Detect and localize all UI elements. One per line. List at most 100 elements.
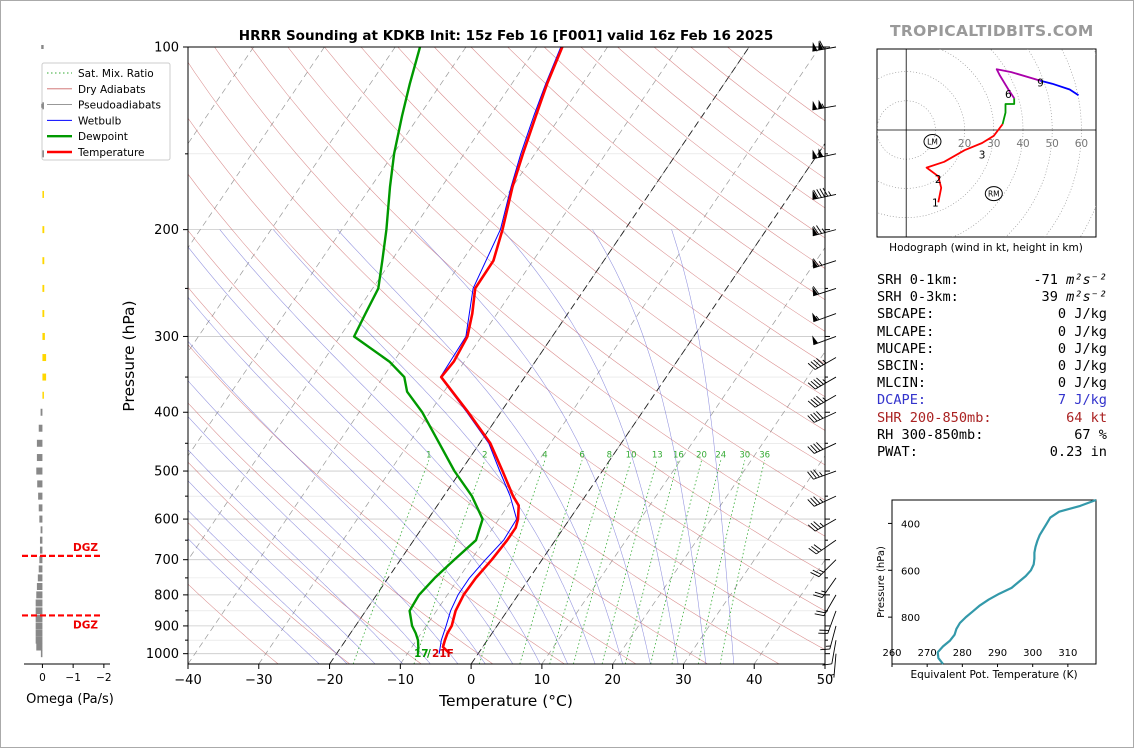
- dry-adiabat: [188, 61, 825, 612]
- index-unit: m²s⁻²: [1057, 289, 1107, 306]
- theta-e-tick-label: 270: [918, 648, 937, 659]
- barb-flag: [810, 361, 819, 369]
- barb-flag: [808, 547, 817, 555]
- barb-half-flag: [822, 379, 827, 384]
- barb-flag: [814, 591, 825, 596]
- wind-barb: [812, 312, 837, 323]
- dry-adiabat: [188, 461, 422, 664]
- wind-barb: [807, 495, 837, 507]
- pseudoadiabat: [413, 229, 651, 664]
- omega-bar: [42, 257, 45, 265]
- index-value: 0 J/kg: [1057, 340, 1107, 357]
- dry-adiabat: [214, 47, 825, 574]
- legend-item: Pseudoadiabats: [78, 100, 161, 112]
- omega-bar: [41, 103, 44, 108]
- chart-title: HRRR Sounding at KDKB Init: 15z Feb 16 […: [239, 28, 773, 44]
- barb-flag: [813, 544, 822, 551]
- mixing-ratio-line: [352, 460, 430, 664]
- barb-flag: [816, 395, 824, 403]
- index-label: RH 300-850mb:: [877, 426, 984, 443]
- pseudoadiabat: [188, 480, 376, 664]
- barb-pennant: [812, 312, 819, 322]
- mixing-ratio-line: [573, 460, 632, 664]
- pseudoadiabat: [188, 296, 514, 664]
- hodograph-height-label: 2: [935, 174, 942, 186]
- omega-bar: [35, 607, 43, 615]
- barb-staff: [816, 539, 837, 555]
- barb-half-flag: [828, 191, 832, 196]
- index-label: MLCIN:: [877, 375, 927, 392]
- dry-adiabat: [188, 230, 708, 664]
- theta-e-tick-label: 290: [988, 648, 1007, 659]
- barb-flag: [820, 648, 830, 651]
- omega-bar: [36, 467, 43, 475]
- theta-e-tick-label: 260: [882, 648, 901, 659]
- wind-barb: [807, 357, 837, 370]
- wetbulb-line: [438, 47, 562, 654]
- pressure-tick-label: 900: [154, 619, 179, 634]
- wind-barb: [812, 148, 837, 160]
- barb-flag: [816, 225, 823, 234]
- omega-tick-label: −1: [65, 672, 80, 684]
- mixing-ratio-label: 24: [715, 450, 726, 460]
- barb-half-flag: [821, 228, 826, 233]
- isotherm: [683, 455, 825, 664]
- barb-pennant: [812, 226, 818, 236]
- mixing-ratio-line: [671, 460, 722, 664]
- mixing-ratio-line: [697, 460, 746, 664]
- wind-barbs: [807, 40, 837, 678]
- surface-label-separator: /: [427, 648, 431, 660]
- barb-staff: [818, 559, 837, 577]
- mixing-ratio-label: 1: [426, 450, 431, 460]
- index-row: SBCIN: 0 J/kg: [877, 358, 1107, 375]
- mixing-ratio-label: 20: [696, 450, 707, 460]
- hodograph-segment: [995, 68, 1041, 99]
- barb-flag: [813, 443, 821, 452]
- theta-e-ylabel: Pressure (hPa): [876, 546, 887, 618]
- dry-adiabat: [360, 47, 825, 431]
- pressure-tick-label: 600: [154, 513, 179, 528]
- skewt-profiles: [352, 47, 564, 655]
- hodograph-height-label: 6: [1005, 89, 1012, 101]
- theta-e-ytick-label: 600: [901, 566, 920, 577]
- barb-half-flag: [822, 359, 827, 364]
- barb-flag: [807, 471, 814, 480]
- barb-staff: [813, 313, 837, 323]
- temperature-tick-label: 30: [675, 673, 692, 688]
- hodograph-segment: [925, 123, 1004, 203]
- barb-staff: [814, 394, 837, 408]
- temperature-tick-label: 10: [534, 673, 551, 688]
- index-row: RH 300-850mb: 67 %: [877, 427, 1107, 444]
- wind-barb: [807, 442, 837, 454]
- hodograph-segment: [1001, 98, 1016, 125]
- barb-pennant: [818, 40, 824, 51]
- barb-flag: [813, 496, 821, 504]
- pseudoadiabat: [219, 229, 568, 664]
- index-label: SBCIN:: [877, 358, 927, 375]
- pseudoadiabat: [501, 229, 679, 664]
- omega-bar: [42, 150, 44, 158]
- skewt-chart: 1 2 4 6 8 10 13 16 20 24 30 36 10020030040050060070…: [0, 41, 834, 711]
- mixing-ratio-label: 4: [542, 450, 547, 460]
- isotherm: [0, 47, 41, 664]
- mixing-ratio-line: [519, 460, 583, 664]
- skewt-legend: Sat. Mix. Ratio Dry Adiabats Pseudoadiabat…: [41, 62, 171, 161]
- index-row: SRH 0-3km: 39 m²s⁻²: [877, 289, 1107, 306]
- barb-flag: [822, 187, 829, 197]
- wind-barb: [814, 594, 837, 617]
- index-row: SHR 200-850mb: 64 kt: [877, 410, 1107, 427]
- barb-flag: [813, 359, 822, 367]
- dry-adiabat: [188, 583, 279, 664]
- wind-barb: [812, 225, 837, 237]
- temperature-tick-label: 50: [817, 673, 834, 688]
- wind-barb: [812, 187, 837, 200]
- barb-half-flag: [821, 590, 827, 593]
- omega-bar: [41, 45, 44, 49]
- barb-pennant: [812, 258, 818, 269]
- pseudoadiabat: [592, 229, 707, 664]
- barb-staff: [831, 640, 837, 664]
- index-label: SHR 200-850mb:: [877, 409, 992, 426]
- barb-staff: [813, 287, 837, 297]
- barb-staff: [821, 577, 837, 598]
